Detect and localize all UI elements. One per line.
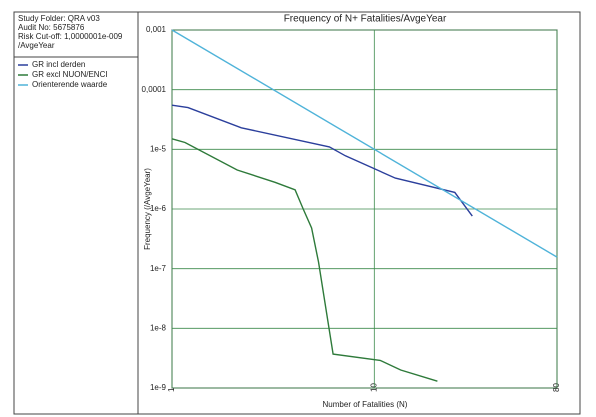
chart-title: Frequency of N+ Fatalities/AvgeYear: [284, 14, 447, 25]
chart-frame: [137, 11, 581, 415]
info-line: Study Folder: QRA v03: [18, 14, 100, 23]
info-line: Audit No: 5675876: [18, 23, 85, 32]
x-tick-label: 1: [167, 387, 176, 392]
y-tick-label: 1e-7: [150, 264, 167, 273]
legend-label: GR incl derden: [32, 60, 85, 69]
legend-label: Orienterende waarde: [32, 80, 108, 89]
info-line: /AvgeYear: [18, 41, 55, 50]
y-tick-label: 1e-8: [150, 323, 167, 332]
y-tick-label: 1e-9: [150, 383, 167, 392]
series-line: [171, 138, 438, 382]
y-tick-label: 1e-5: [150, 144, 167, 153]
series-line: [171, 104, 473, 217]
x-axis-label: Number of Fatalities (N): [323, 400, 408, 409]
series-line: [171, 29, 558, 258]
y-axis-label: Frequency (/AvgeYear): [143, 168, 152, 250]
y-tick-label: 0,001: [146, 25, 167, 34]
legend-label: GR excl NUON/ENCI: [32, 70, 108, 79]
y-tick-label: 0,0001: [142, 85, 167, 94]
y-tick-label: 1e-6: [150, 204, 167, 213]
info-line: Risk Cut-off: 1,0000001e-009: [18, 32, 123, 41]
